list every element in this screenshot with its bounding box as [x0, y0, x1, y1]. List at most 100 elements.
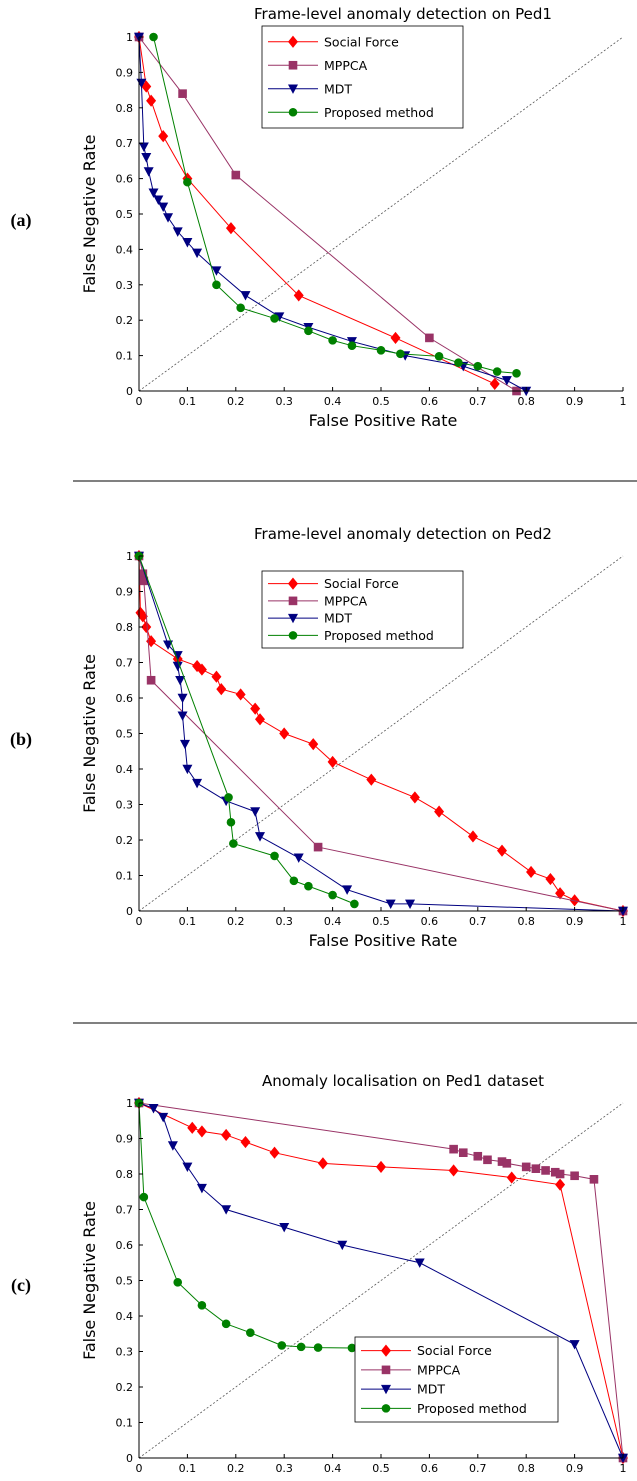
x-tick-label: 0.8: [517, 1462, 535, 1475]
triangle-marker: [158, 1112, 169, 1123]
x-tick-label: 0.8: [517, 915, 535, 928]
triangle-marker: [385, 899, 396, 910]
diamond-marker: [545, 872, 556, 886]
panel-label: (b): [10, 729, 32, 750]
triangle-marker: [381, 1384, 391, 1395]
diamond-marker: [240, 1135, 251, 1149]
triangle-marker: [163, 213, 174, 223]
triangle-marker: [141, 153, 152, 163]
y-tick-label: 0.8: [116, 102, 134, 115]
triangle-marker: [182, 764, 193, 775]
triangle-marker: [337, 1240, 348, 1251]
legend: Social Force MPPCA MDT Proposed method: [354, 1336, 559, 1423]
x-tick-label: 0: [136, 915, 143, 928]
x-tick-label: 0: [136, 1462, 143, 1475]
diagonal-reference-line: [138, 1102, 624, 1459]
x-tick-label: 0.7: [469, 395, 487, 408]
square-marker: [570, 1171, 579, 1181]
square-marker: [483, 1155, 492, 1165]
diamond-marker: [366, 773, 377, 786]
x-axis-label: False Positive Rate: [309, 1478, 458, 1481]
y-tick-label: 0.8: [116, 1168, 134, 1181]
triangle-marker: [153, 195, 164, 205]
y-tick-label: 0.9: [116, 1133, 134, 1146]
triangle-marker: [196, 1183, 207, 1194]
y-tick-label: 0.3: [116, 279, 134, 292]
square-marker: [473, 1151, 483, 1161]
triangle-marker: [148, 188, 159, 198]
triangle-marker: [182, 1162, 193, 1173]
circle-marker: [288, 631, 298, 640]
triangle-marker: [221, 1205, 232, 1215]
circle-marker: [296, 1342, 306, 1352]
diamond-marker: [390, 331, 401, 344]
diamond-marker: [269, 1146, 280, 1159]
circle-marker: [226, 817, 236, 827]
square-marker: [449, 1144, 458, 1154]
circle-marker: [139, 1192, 149, 1202]
diamond-marker: [497, 844, 507, 857]
x-tick-label: 0.6: [421, 1462, 439, 1475]
x-tick-label: 1: [620, 915, 627, 928]
circle-marker: [376, 345, 386, 355]
triangle-marker: [177, 693, 188, 704]
x-tick-label: 1: [620, 1462, 627, 1475]
y-tick-label: 0.1: [116, 870, 134, 883]
triangle-marker: [158, 202, 169, 213]
circle-marker: [229, 839, 238, 848]
square-marker: [541, 1166, 550, 1175]
circle-marker: [454, 358, 463, 367]
y-tick-label: 0.9: [116, 66, 134, 79]
diamond-marker: [196, 1125, 207, 1138]
square-marker: [146, 675, 156, 685]
chart-panel-1: Frame-level anomaly detection on Ped1 (a)…: [11, 5, 627, 430]
triangle-marker: [414, 1258, 425, 1268]
series-proposed-method: [149, 32, 521, 378]
y-tick-label: 0.5: [116, 208, 134, 221]
square-marker: [381, 1365, 391, 1375]
x-tick-label: 0.4: [324, 915, 342, 928]
square-marker: [521, 1162, 531, 1172]
x-tick-label: 0.4: [324, 395, 342, 408]
y-tick-label: 0.1: [116, 350, 134, 363]
diamond-marker: [288, 35, 298, 48]
triangle-marker: [293, 853, 304, 863]
diamond-marker: [308, 738, 319, 751]
y-axis-label: False Negative Rate: [80, 1201, 99, 1360]
square-marker: [178, 89, 187, 98]
circle-marker: [224, 793, 233, 802]
x-tick-label: 1: [620, 395, 627, 408]
x-tick-label: 0.5: [372, 395, 390, 408]
diamond-marker: [555, 887, 566, 900]
legend-label: MPPCA: [324, 593, 368, 608]
x-axis-label: False Positive Rate: [309, 931, 458, 950]
chart-title: Anomaly localisation on Ped1 dataset: [262, 1072, 544, 1090]
x-tick-label: 0.3: [275, 1462, 293, 1475]
y-tick-label: 0.4: [116, 1310, 134, 1323]
chart-title: Frame-level anomaly detection on Ped1: [254, 5, 552, 23]
diamond-marker: [235, 688, 246, 701]
triangle-marker: [138, 142, 149, 152]
triangle-marker: [211, 266, 222, 276]
panel-label: (c): [11, 1275, 31, 1296]
diamond-marker: [221, 1128, 232, 1142]
x-tick-label: 0.4: [324, 1462, 342, 1475]
x-tick-label: 0.3: [275, 915, 293, 928]
y-tick-label: 0.9: [116, 586, 134, 599]
diamond-marker: [434, 805, 445, 818]
triangle-marker: [177, 711, 188, 721]
chart-title: Frame-level anomaly detection on Ped2: [254, 525, 552, 543]
panel-label: (a): [11, 210, 32, 231]
circle-marker: [236, 303, 245, 313]
diamond-marker: [196, 663, 207, 676]
diamond-marker: [489, 377, 500, 390]
x-tick-label: 0.1: [179, 395, 197, 408]
x-tick-label: 0.9: [566, 395, 584, 408]
diamond-marker: [327, 755, 338, 768]
diamond-marker: [506, 1171, 517, 1184]
diamond-marker: [250, 702, 261, 715]
legend-label: Social Force: [417, 1343, 492, 1358]
triangle-marker: [405, 899, 416, 910]
x-axis-label: False Positive Rate: [309, 411, 458, 430]
y-tick-label: 0.2: [116, 834, 134, 847]
